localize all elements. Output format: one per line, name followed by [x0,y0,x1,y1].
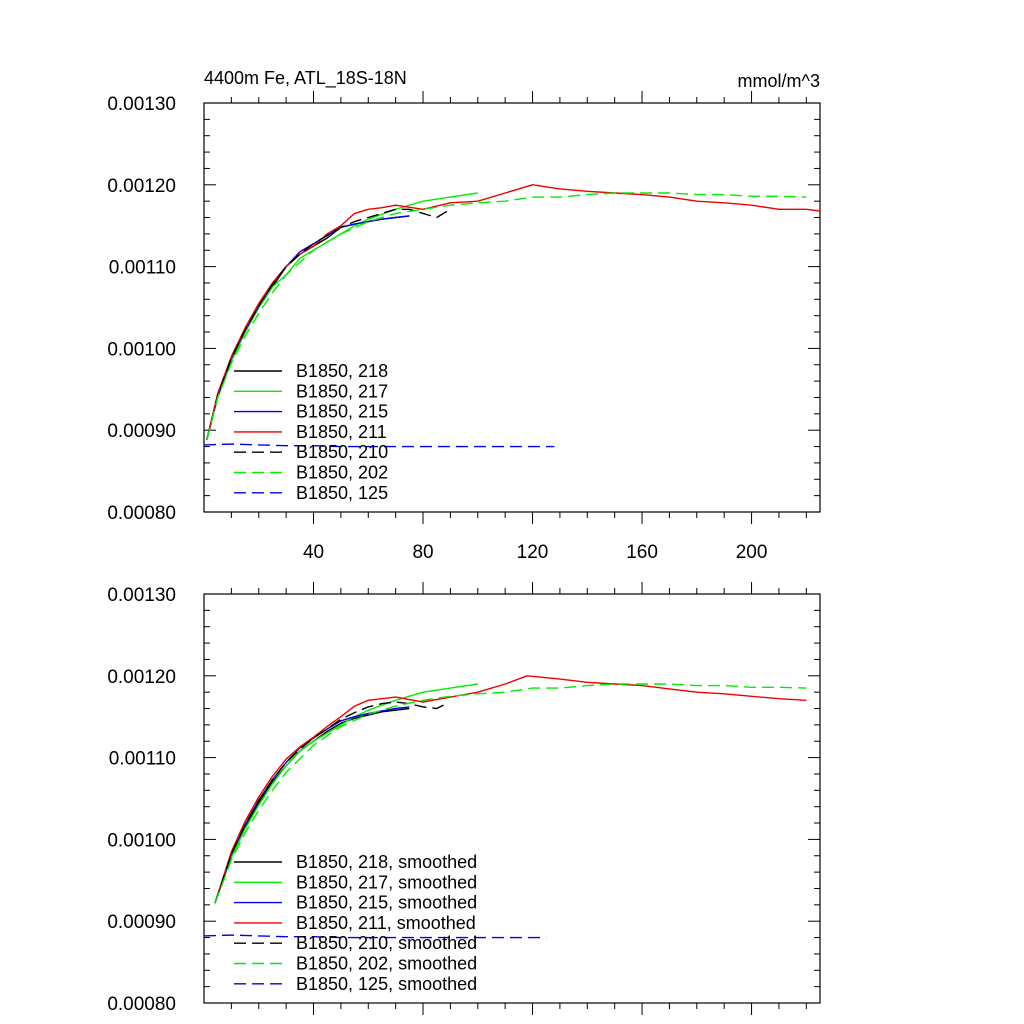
series-line-6 [203,443,555,448]
series-line-3 [214,675,807,904]
series-line-4 [214,701,446,904]
series-line-5 [214,683,807,904]
legend-label-5: B1850, 202, smoothed [296,954,477,974]
legend-label-0: B1850, 218 [296,361,388,381]
x-tick-label: 160 [626,542,658,563]
series-line-6 [203,934,547,939]
plot-frame [203,593,821,1004]
units-label: mmol/m^3 [738,71,820,91]
x-tick-label: 40 [303,542,324,563]
bottom-plot: 0.00080 0.00090 0.00100 0.00110 0.00120 0.001… [107,582,821,1015]
legend-label-3: B1850, 211, smoothed [296,913,476,933]
legend-label-5: B1850, 202 [296,463,388,483]
legend-label-0: B1850, 218, smoothed [296,852,477,872]
y-tick-label: 0.00130 [107,585,176,606]
y-tick-label: 0.00090 [107,912,176,933]
legend-label-1: B1850, 217 [296,381,388,401]
plot-frame [203,102,821,513]
y-tick-label: 0.00120 [107,176,176,197]
y-tick-label: 0.00120 [107,667,176,688]
legend-label-3: B1850, 211 [296,422,387,442]
y-tick-label: 0.00100 [107,339,176,360]
x-tick-label: 200 [736,542,768,563]
x-tick-label: 80 [412,542,433,563]
y-tick-label: 0.00110 [109,258,176,279]
legend-label-2: B1850, 215 [296,402,388,422]
legend-label-1: B1850, 217, smoothed [296,872,477,892]
legend-label-2: B1850, 215, smoothed [296,893,477,913]
y-tick-label: 0.00090 [107,421,176,442]
y-tick-label: 0.00130 [107,94,176,115]
legend-label-4: B1850, 210, smoothed [296,933,477,953]
y-tick-label: 0.00080 [107,503,176,524]
legend-label-4: B1850, 210 [296,442,388,462]
series-line-4 [206,208,451,441]
series-line-1 [214,683,478,904]
top-plot: 0.00080 0.00090 0.00100 0.00110 0.00120 0.001… [107,91,821,563]
series-line-5 [206,192,807,441]
chart-title: 4400m Fe, ATL_18S-18N [204,68,407,89]
y-tick-label: 0.00080 [107,994,176,1015]
legend-label-6: B1850, 125 [296,483,388,503]
legend-label-6: B1850, 125, smoothed [296,974,477,994]
x-tick-label: 120 [517,542,549,563]
y-tick-label: 0.00110 [109,749,176,770]
y-tick-label: 0.00100 [107,830,176,851]
series-line-3 [206,184,821,441]
